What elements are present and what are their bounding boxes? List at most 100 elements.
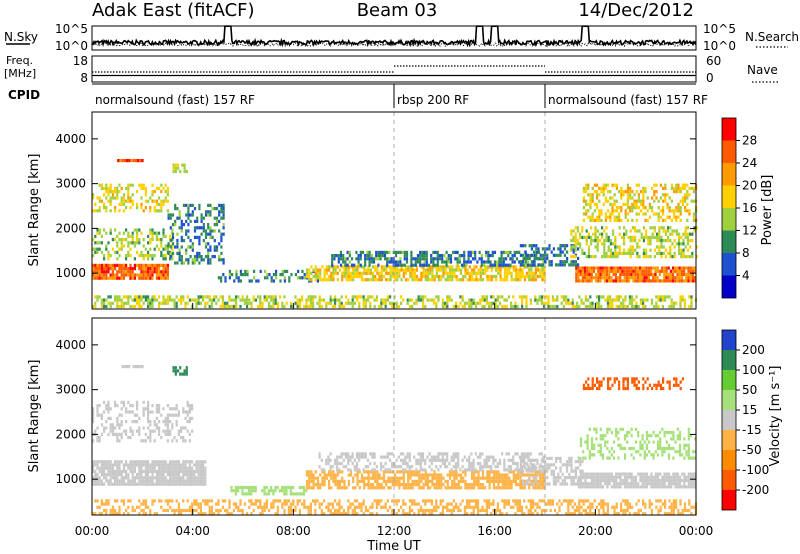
heatmap-cell: [632, 279, 635, 283]
heatmap-cell: [577, 475, 580, 479]
heatmap-cell: [323, 473, 326, 477]
heatmap-cell: [355, 461, 359, 466]
heatmap-cell: [160, 473, 163, 477]
heatmap-cell: [404, 486, 408, 490]
heatmap-cell: [620, 218, 623, 222]
heatmap-cell: [352, 265, 355, 269]
heatmap-cell: [413, 278, 416, 282]
heatmap-cell: [455, 274, 458, 279]
heatmap-cell: [100, 263, 103, 267]
heatmap-cell: [490, 470, 493, 474]
heatmap-cell: [584, 272, 587, 277]
heatmap-cell: [118, 423, 121, 427]
heatmap-cell: [413, 483, 416, 487]
heatmap-cell: [457, 479, 460, 483]
heatmap-cell: [396, 274, 399, 279]
heatmap-cell: [557, 479, 560, 483]
heatmap-cell: [382, 455, 385, 459]
heatmap-cell: [674, 482, 677, 486]
heatmap-cell: [634, 485, 638, 489]
heatmap-cell: [525, 274, 529, 279]
heatmap-cell: [122, 479, 125, 483]
heatmap-cell: [561, 472, 564, 476]
heatmap-cell: [144, 254, 147, 258]
heatmap-cell: [599, 276, 602, 280]
heatmap-cell: [587, 248, 590, 252]
heatmap-cell: [621, 478, 624, 483]
heatmap-cell: [335, 254, 338, 258]
heatmap-cell: [494, 458, 497, 462]
heatmap-cell: [332, 278, 335, 282]
heatmap-cell: [136, 263, 139, 267]
heatmap-cell: [590, 443, 594, 447]
heatmap-cell: [142, 410, 145, 414]
heatmap-cell: [561, 260, 564, 264]
heatmap-cell: [488, 470, 491, 474]
heatmap-cell: [453, 271, 456, 275]
heatmap-cell: [555, 263, 558, 267]
heatmap-cell: [389, 479, 392, 483]
heatmap-cell: [563, 479, 566, 483]
heatmap-cell: [218, 213, 221, 217]
heatmap-cell: [561, 250, 564, 254]
heatmap-cell: [103, 267, 106, 271]
heatmap-cell: [171, 463, 174, 467]
heatmap-cell: [346, 250, 349, 254]
heatmap-cell: [678, 251, 681, 255]
heatmap-cell: [451, 479, 454, 483]
heatmap-cell: [305, 274, 309, 279]
heatmap-cell: [481, 278, 485, 282]
heatmap-cell: [444, 265, 447, 269]
heatmap-cell: [92, 270, 95, 274]
heatmap-cell: [521, 271, 524, 275]
heatmap-cell: [191, 210, 194, 214]
heatmap-cell: [561, 482, 564, 486]
heatmap-cell: [641, 279, 644, 283]
heatmap-cell: [176, 166, 180, 170]
heatmap-cell: [363, 278, 366, 282]
heatmap-cell: [155, 276, 158, 280]
heatmap-cell: [144, 482, 147, 486]
heatmap-cell: [265, 295, 268, 299]
heatmap-cell: [606, 440, 609, 444]
heatmap-cell: [382, 465, 385, 469]
freq-tick-low: 8: [80, 71, 88, 85]
heatmap-cell: [687, 276, 690, 280]
heatmap-cell: [138, 466, 141, 470]
heatmap-cell: [171, 232, 175, 236]
heatmap-cell: [329, 465, 332, 469]
heatmap-cell: [652, 272, 655, 277]
heatmap-cell: [118, 231, 121, 235]
heatmap-cell: [686, 255, 689, 259]
heatmap-cell: [459, 278, 463, 282]
heatmap-cell: [453, 483, 456, 487]
heatmap-cell: [176, 239, 179, 243]
heatmap-cell: [487, 455, 491, 459]
heatmap-cell: [371, 295, 374, 299]
heatmap-cell: [259, 304, 262, 309]
heatmap-cell: [320, 298, 323, 302]
heatmap-cell: [611, 202, 614, 206]
heatmap-cell: [519, 263, 522, 267]
heatmap-cell: [597, 478, 600, 483]
heatmap-cell: [395, 465, 398, 469]
heatmap-cell: [454, 468, 458, 472]
heatmap-cell: [500, 260, 503, 264]
heatmap-cell: [534, 278, 537, 282]
heatmap-cell: [635, 301, 638, 305]
heatmap-cell: [424, 468, 427, 472]
heatmap-cell: [621, 279, 624, 283]
heatmap-cell: [233, 279, 236, 283]
heatmap-cell: [264, 276, 267, 280]
heatmap-cell: [250, 485, 253, 490]
heatmap-cell: [330, 278, 333, 282]
heatmap-cell: [695, 226, 698, 230]
heatmap-cell: [389, 301, 392, 305]
heatmap-cell: [613, 218, 616, 222]
heatmap-cell: [349, 274, 353, 279]
heatmap-cell: [461, 298, 464, 302]
heatmap-cell: [678, 235, 681, 239]
heatmap-cell: [404, 271, 408, 275]
heatmap-cell: [356, 483, 359, 487]
heatmap-cell: [637, 434, 640, 438]
